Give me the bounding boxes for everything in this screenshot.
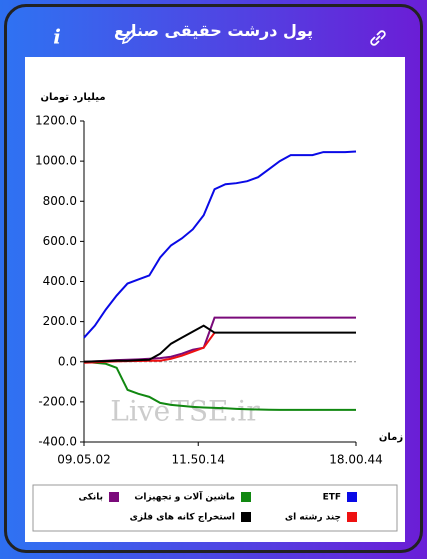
legend-swatch [241, 492, 251, 502]
chart: میلیارد تومان زمان LiveTSE.ir -400.0 -200.0 0… [25, 57, 405, 542]
legend-label: ETF [323, 493, 341, 503]
y-tick-label: -200.0 [38, 394, 77, 408]
x-axis-label: زمان [379, 432, 403, 443]
info-icon[interactable]: i [49, 27, 65, 49]
y-tick-label: 0.0 [58, 354, 77, 368]
legend-label: ماشین آلات و تجهیزات [134, 491, 235, 503]
legend-swatch [241, 512, 251, 522]
line-series [83, 316, 356, 363]
legend-swatch [109, 492, 119, 502]
svg-text:i: i [53, 27, 61, 49]
card: پول درشت حقیقی صنایع i میلیارد تومان زمان… [4, 4, 423, 553]
y-tick-label: 800.0 [43, 194, 77, 208]
y-tick-label: 600.0 [43, 234, 77, 248]
legend-label: چند رشته ای [285, 513, 341, 523]
line-series [83, 150, 357, 339]
legend-swatch [347, 512, 357, 522]
line-series [83, 360, 356, 411]
legend-label: استخراج کانه های فلزی [130, 513, 235, 523]
legend-box [32, 484, 398, 532]
y-tick-label: 200.0 [43, 314, 77, 328]
x-tick-label: 09.05.02 [57, 453, 110, 467]
legend-label: بانکی [79, 493, 103, 503]
watermark: LiveTSE.ir [110, 395, 260, 428]
x-tick-label: 11.50.14 [172, 453, 225, 467]
y-tick-label: 400.0 [43, 274, 77, 288]
y-tick-label: 1200.0 [35, 114, 77, 128]
line-series [83, 324, 356, 363]
link-icon[interactable] [369, 29, 387, 47]
edit-icon[interactable] [121, 29, 137, 45]
y-tick-label: -400.0 [38, 435, 77, 449]
legend-swatch [347, 492, 357, 502]
x-tick-label: 18.00.44 [329, 453, 382, 467]
title: پول درشت حقیقی صنایع [114, 21, 313, 40]
y-axis-label: میلیارد تومان [40, 92, 105, 103]
y-tick-label: 1000.0 [35, 154, 77, 168]
